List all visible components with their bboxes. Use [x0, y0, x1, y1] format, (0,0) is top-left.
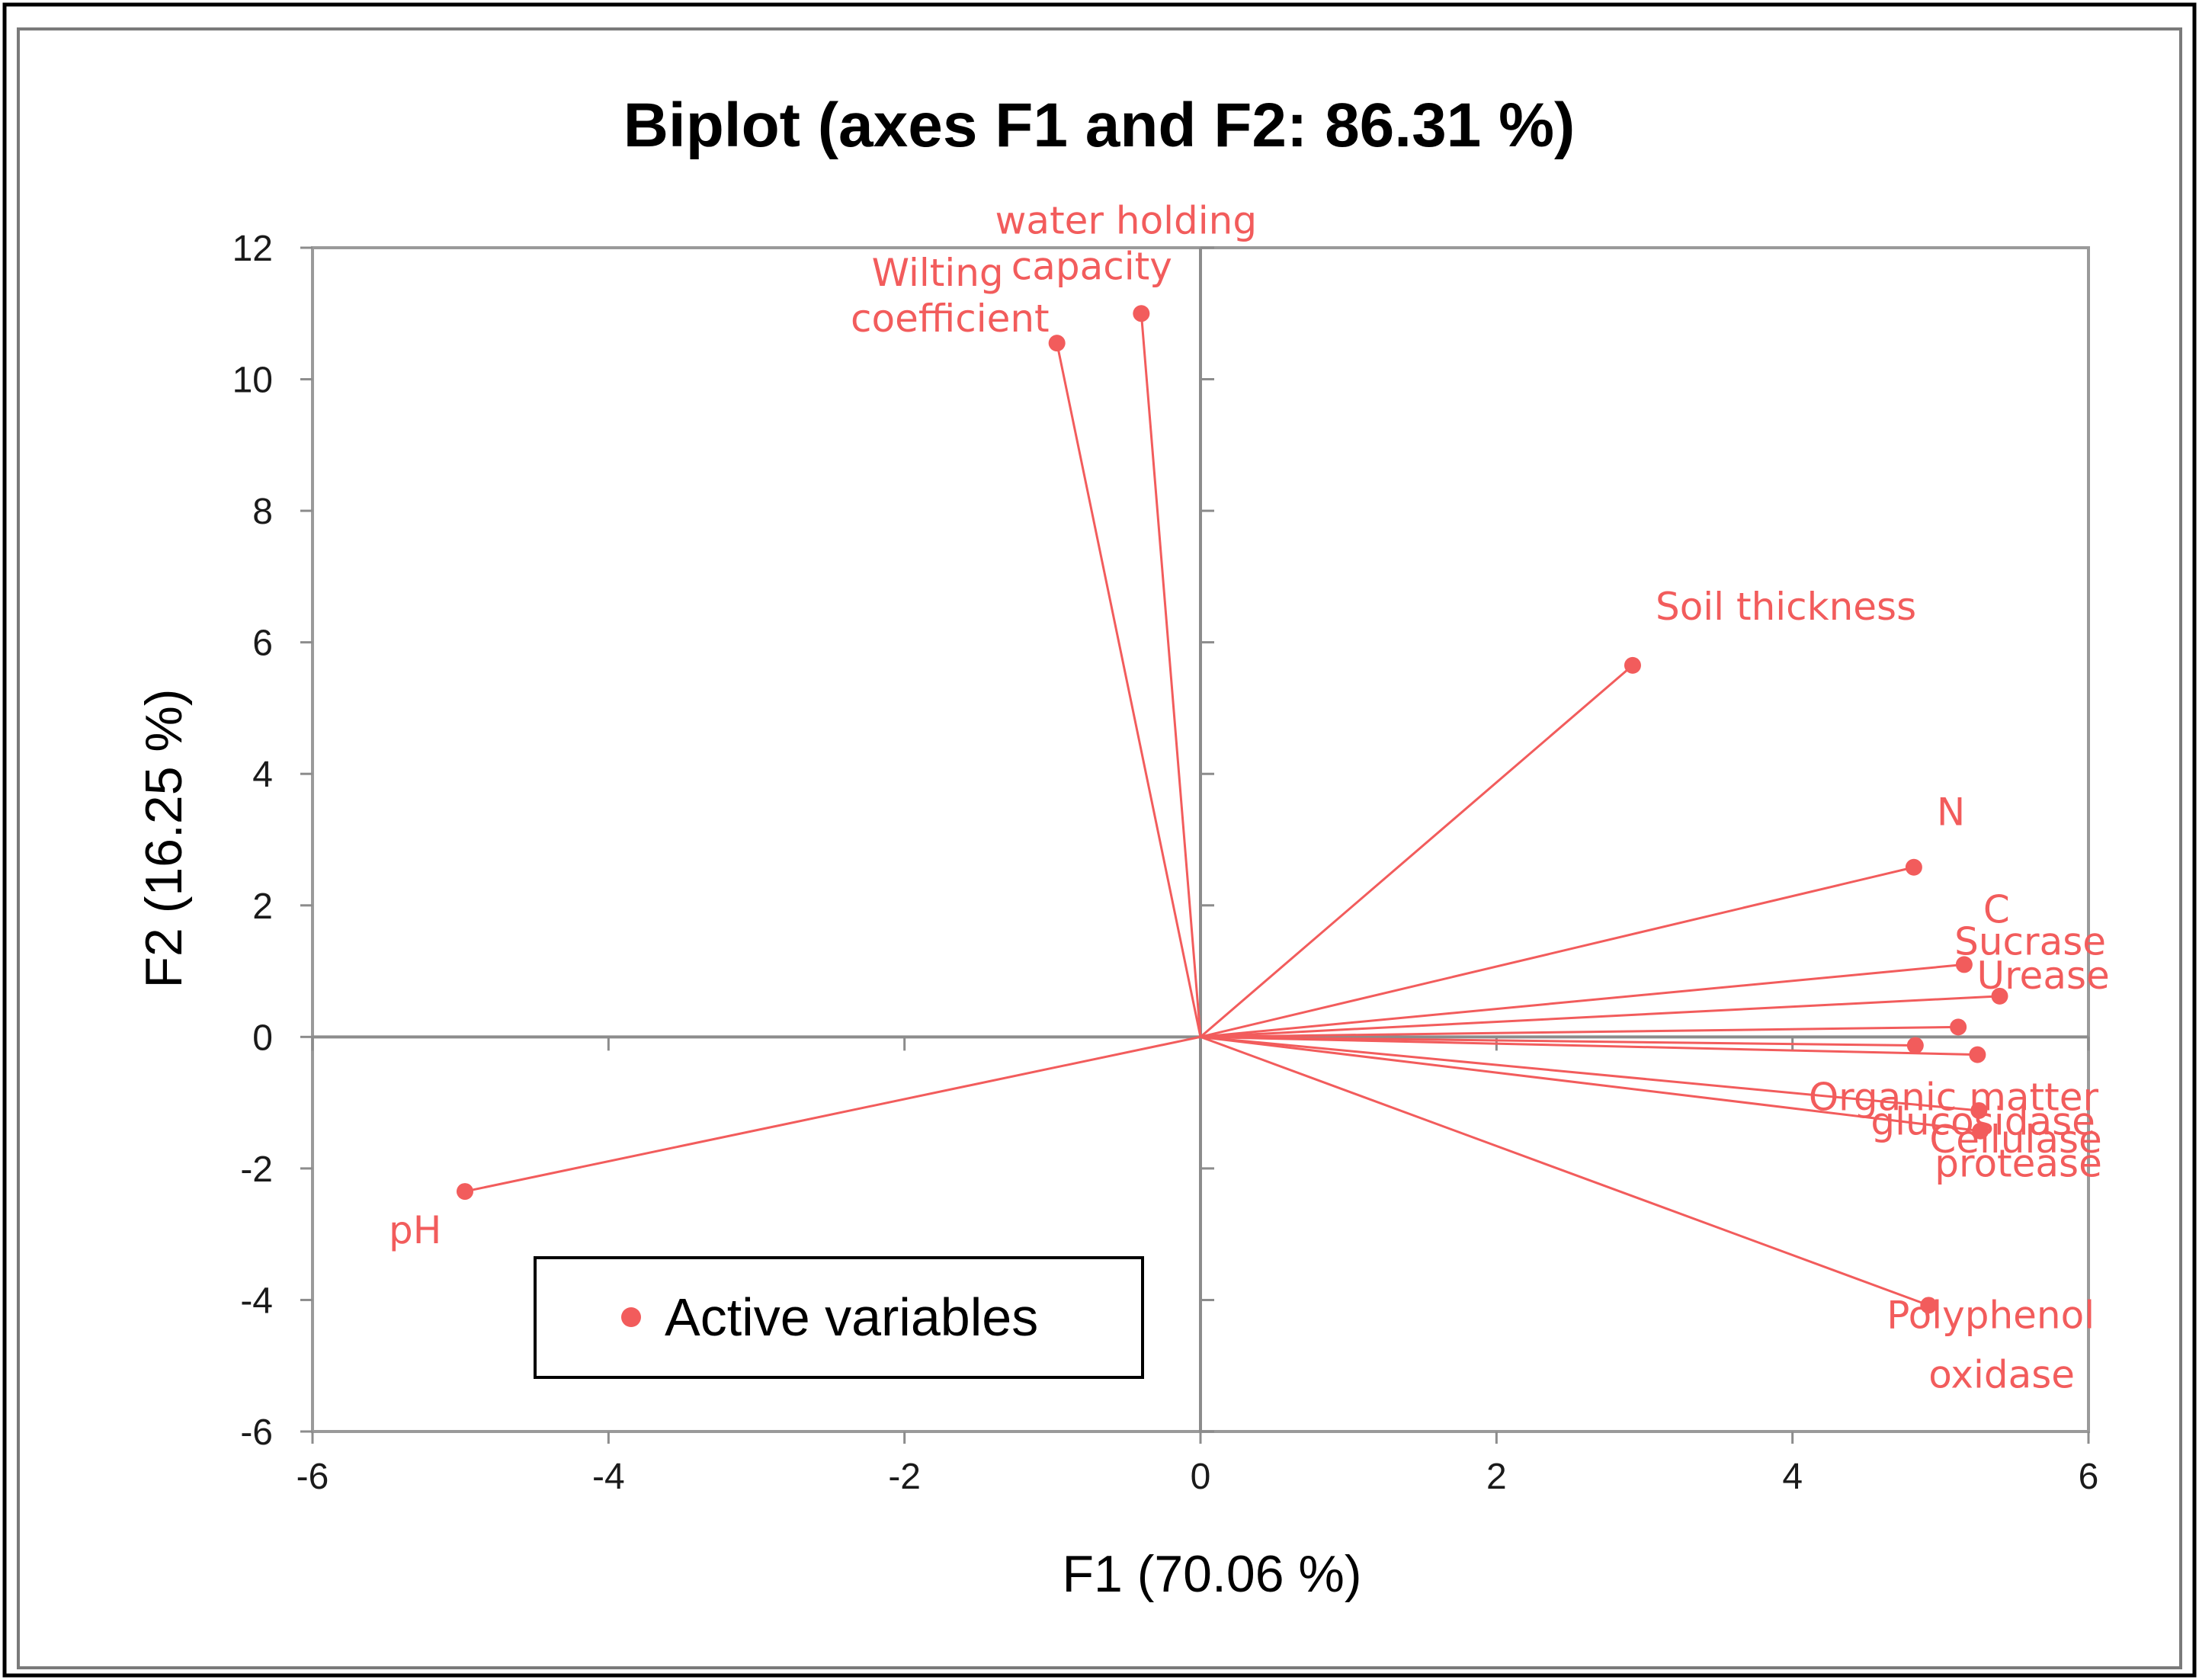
- point-urease: [1991, 987, 2008, 1005]
- vector-polyphenol-oxidase: [1200, 1035, 1929, 1306]
- vector-protease: [1200, 1035, 1981, 1133]
- y-tick-label: -4: [240, 1281, 273, 1321]
- vector-wilting-coefficient: [1056, 342, 1202, 1037]
- point-water-holding-capacity: [1133, 305, 1150, 322]
- label-line: Polyphenol: [1886, 1293, 2095, 1337]
- label-sucrase: Sucrase: [1954, 919, 2106, 963]
- label-line: Wilting: [872, 251, 1004, 295]
- y-tick-label: 10: [232, 361, 273, 401]
- vector-n: [1200, 866, 1915, 1038]
- label-line: capacity: [1011, 244, 1172, 288]
- point-c: [1955, 956, 1973, 973]
- label-line: Urease: [1977, 954, 2110, 998]
- x-tick-label: -2: [888, 1457, 921, 1497]
- vector-layer: [456, 305, 2008, 1314]
- label-line: Organic matter: [1809, 1076, 2099, 1120]
- label-line: coefficient: [851, 297, 1050, 341]
- point-sucrase: [1950, 1018, 1967, 1036]
- label-line: protease: [1935, 1142, 2102, 1186]
- label-protease: protease: [1935, 1142, 2102, 1186]
- label-line: pH: [389, 1208, 441, 1252]
- point-protease: [1972, 1122, 1989, 1140]
- label-urease: Urease: [1977, 954, 2110, 998]
- vector-glucosidase: [1200, 1035, 1978, 1056]
- legend-marker: [621, 1307, 641, 1327]
- label-line: C: [1983, 887, 2010, 931]
- point-wilting-coefficient: [1048, 335, 1066, 352]
- label-line: water holding: [995, 198, 1258, 242]
- axes-layer: -6 -4 -2 0 2 4 6 8 10 12 -6 -4 -2 0 2 4 6: [232, 229, 2099, 1497]
- label-line: glucosidase: [1870, 1100, 2095, 1144]
- label-line: Sucrase: [1954, 919, 2106, 963]
- y-tick-label: 0: [252, 1018, 273, 1058]
- vector-organic-matter: [1200, 1035, 1915, 1047]
- point-glucosidase: [1969, 1046, 1986, 1063]
- label-ph: pH: [389, 1208, 441, 1252]
- point-cellulase: [1970, 1101, 1988, 1119]
- x-tick-label: 0: [1191, 1457, 1211, 1497]
- legend: Active variables: [534, 1256, 1144, 1379]
- label-line: N: [1937, 790, 1965, 835]
- point-n: [1905, 858, 1922, 876]
- vector-c: [1200, 963, 1965, 1038]
- vector-cellulase: [1200, 1035, 1979, 1112]
- point-polyphenol-oxidase: [1920, 1297, 1938, 1314]
- label-c: C: [1983, 887, 2010, 931]
- vector-ph: [464, 1035, 1201, 1193]
- chart-title: Biplot (axes F1 and F2: 86.31 %): [623, 91, 1576, 160]
- y-tick-label: 2: [252, 886, 273, 927]
- vector-sucrase: [1200, 1025, 1959, 1038]
- y-tick-label: 12: [232, 229, 273, 269]
- label-line: oxidase: [1928, 1352, 2075, 1396]
- label-line: Cellulase: [1929, 1117, 2102, 1162]
- vector-water-holding-capacity: [1140, 313, 1202, 1037]
- x-tick-label: 2: [1486, 1457, 1507, 1497]
- x-tick-label: -4: [592, 1457, 625, 1497]
- x-axis-title: F1 (70.06 %): [1062, 1545, 1361, 1603]
- y-tick-label: 8: [252, 492, 273, 532]
- vector-urease: [1200, 995, 2000, 1038]
- label-glucosidase: glucosidase: [1870, 1100, 2095, 1144]
- label-wilting-coefficient: Wilting coefficient: [851, 251, 1050, 341]
- label-soil-thickness: Soil thickness: [1656, 585, 1916, 629]
- vector-soil-thickness: [1200, 664, 1633, 1038]
- label-n: N: [1937, 790, 1965, 835]
- y-tick-label: 6: [252, 624, 273, 664]
- point-soil-thickness: [1624, 656, 1641, 674]
- label-organic-matter: Organic matter: [1809, 1076, 2099, 1120]
- x-tick-label: 6: [2079, 1457, 2099, 1497]
- label-cellulase: Cellulase: [1929, 1117, 2102, 1162]
- y-tick-label: 4: [252, 755, 273, 795]
- legend-label: Active variables: [665, 1287, 1038, 1347]
- point-organic-matter: [1906, 1037, 1924, 1054]
- label-polyphenol-oxidase: Polyphenol oxidase: [1886, 1293, 2095, 1396]
- y-tick-label: -6: [240, 1412, 273, 1453]
- point-ph: [456, 1183, 473, 1201]
- x-tick-label: 4: [1782, 1457, 1803, 1497]
- label-water-holding-capacity: water holding capacity: [995, 198, 1258, 288]
- y-tick-label: -2: [240, 1149, 273, 1190]
- label-line: Soil thickness: [1656, 585, 1916, 629]
- y-axis-title: F2 (16.25 %): [135, 688, 193, 988]
- x-tick-label: -6: [297, 1457, 329, 1497]
